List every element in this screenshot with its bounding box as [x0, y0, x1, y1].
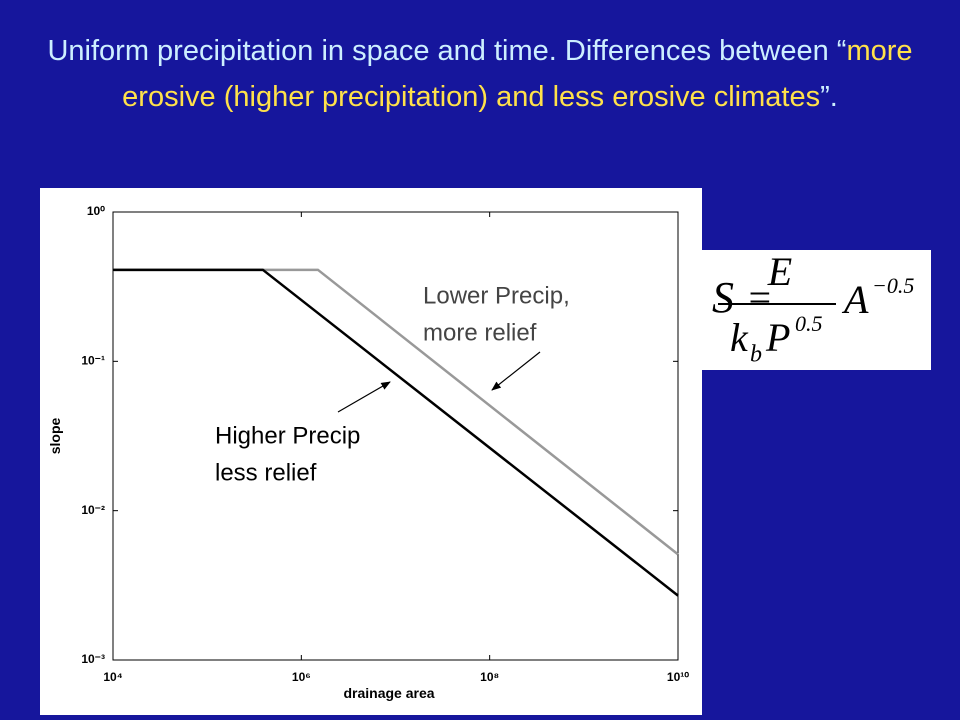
x-tick-label: 10¹⁰	[667, 670, 689, 684]
equation-box	[700, 250, 931, 370]
plot-frame	[112, 211, 679, 661]
x-axis-label: drainage area	[343, 685, 434, 701]
title-part: more erosive (higher precipitation) and …	[122, 35, 913, 113]
y-axis-label: slope	[47, 418, 63, 455]
annotation: more relief	[423, 319, 537, 346]
y-tick-label: 10⁻¹	[81, 354, 105, 368]
annotation: Higher Precip	[215, 422, 360, 449]
y-tick-label: 10⁻³	[81, 652, 105, 666]
equation-text: E	[767, 249, 792, 294]
equation-text: P	[765, 315, 790, 360]
arrow	[337, 381, 391, 413]
title-part: ”.	[820, 81, 838, 113]
y-tick-label: 10⁰	[87, 204, 105, 218]
equation-text: =	[746, 275, 773, 320]
x-tick-label: 10⁶	[292, 670, 311, 684]
chart-panel	[40, 188, 702, 715]
equation-text: k	[730, 315, 749, 360]
annotation: less relief	[215, 459, 317, 486]
x-tick-label: 10⁸	[480, 670, 499, 684]
x-tick-label: 10⁴	[103, 670, 122, 684]
series-line	[113, 268, 679, 597]
title-part: Uniform precipitation in space and time.…	[47, 35, 847, 67]
equation-text: A	[841, 277, 869, 322]
equation-text: 0.5	[795, 311, 823, 336]
equation-text: b	[750, 342, 762, 368]
arrow	[491, 351, 541, 391]
equation-text: S	[712, 273, 734, 322]
equation-text: −0.5	[872, 273, 914, 298]
slide-title: Uniform precipitation in space and time.…	[20, 28, 940, 120]
y-tick-label: 10⁻²	[81, 503, 105, 517]
annotation: Lower Precip,	[423, 282, 570, 309]
